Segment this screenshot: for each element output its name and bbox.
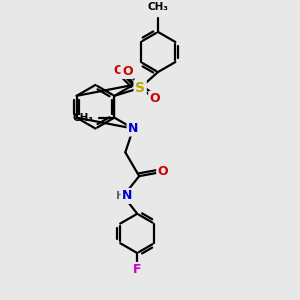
Text: CH₃: CH₃ (148, 2, 169, 12)
Text: N: N (128, 122, 138, 135)
Text: F: F (133, 263, 142, 276)
Text: N: N (122, 189, 133, 203)
Text: O: O (150, 92, 160, 105)
Text: O: O (158, 165, 168, 178)
Text: O: O (113, 64, 124, 76)
Text: H: H (116, 191, 125, 201)
Text: O: O (122, 64, 133, 78)
Text: CH₃: CH₃ (73, 112, 94, 123)
Text: S: S (135, 81, 145, 95)
